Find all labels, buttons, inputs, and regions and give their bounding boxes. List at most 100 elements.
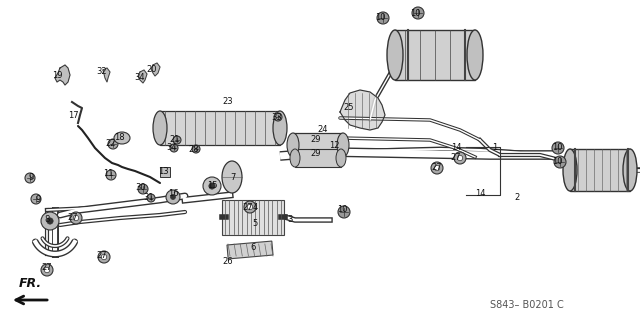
Circle shape [435,165,440,171]
Circle shape [192,145,200,153]
Ellipse shape [467,30,483,80]
Circle shape [209,183,215,189]
Ellipse shape [290,149,300,167]
Ellipse shape [273,111,287,145]
Text: 20: 20 [147,66,157,74]
Circle shape [244,201,256,213]
Text: 30: 30 [136,184,147,192]
Text: 27: 27 [243,203,253,211]
Bar [222,199,284,235]
Text: 10: 10 [552,144,563,152]
Circle shape [147,194,155,202]
Circle shape [554,156,566,168]
Text: 12: 12 [329,140,339,150]
Text: 10: 10 [337,205,348,215]
Circle shape [101,254,107,260]
Text: 6: 6 [250,243,256,253]
Circle shape [552,142,564,154]
Text: 5: 5 [252,218,258,228]
Text: 23: 23 [223,96,234,106]
Text: 11: 11 [103,169,113,178]
Text: 33: 33 [271,113,282,121]
Text: 22: 22 [106,139,116,148]
Circle shape [431,162,443,174]
Text: 29: 29 [311,148,321,158]
Text: 2: 2 [515,193,520,203]
Bar [295,149,341,167]
Ellipse shape [153,111,167,145]
Text: 19: 19 [52,70,62,80]
Text: 7: 7 [230,172,236,182]
Ellipse shape [337,133,349,157]
Bar [293,133,343,157]
Text: 27: 27 [432,164,442,172]
Circle shape [377,12,389,24]
Circle shape [106,170,116,180]
Text: 27: 27 [68,214,78,223]
Circle shape [458,155,463,161]
Circle shape [47,218,53,224]
Text: 27: 27 [42,263,52,273]
Bar [227,241,273,259]
Text: 34: 34 [166,144,177,152]
Circle shape [247,204,253,210]
Text: 26: 26 [223,257,234,267]
Circle shape [173,136,181,144]
Polygon shape [138,70,147,83]
Text: 14: 14 [475,190,485,198]
Circle shape [25,173,35,183]
Text: 13: 13 [157,167,168,177]
Text: 25: 25 [344,103,355,113]
Bar [160,167,170,177]
Polygon shape [151,63,160,76]
Polygon shape [340,90,385,130]
Text: 14: 14 [451,143,461,152]
Circle shape [454,152,466,164]
Text: 15: 15 [207,182,217,191]
Circle shape [41,264,53,276]
Text: 8: 8 [44,216,50,224]
Text: 9: 9 [35,195,40,204]
Ellipse shape [222,161,242,193]
Circle shape [98,251,110,263]
Text: 28: 28 [189,145,199,153]
Circle shape [203,177,221,195]
Circle shape [170,144,178,152]
Text: 27: 27 [97,250,108,260]
Text: 10: 10 [552,158,563,166]
Text: 16: 16 [168,189,179,197]
Text: FR.: FR. [19,277,42,290]
Bar [160,111,280,145]
Circle shape [170,195,175,199]
Circle shape [44,267,50,273]
Text: 18: 18 [114,133,124,143]
Circle shape [138,184,148,194]
Text: 10: 10 [375,14,385,23]
Circle shape [41,212,59,230]
Text: 3: 3 [287,216,292,224]
Text: 1: 1 [492,144,498,152]
Circle shape [166,190,180,204]
Ellipse shape [387,30,403,80]
Text: 10: 10 [410,9,420,17]
Bar [570,149,630,191]
Text: 27: 27 [451,153,461,163]
Ellipse shape [114,132,130,144]
Circle shape [31,194,41,204]
Text: 29: 29 [311,134,321,144]
Text: 32: 32 [97,68,108,76]
Ellipse shape [287,133,299,157]
Ellipse shape [623,149,637,191]
Circle shape [70,212,82,224]
Text: 9: 9 [28,173,34,183]
Text: 21: 21 [170,134,180,144]
Text: 17: 17 [68,111,78,120]
Text: 24: 24 [317,126,328,134]
Text: 34: 34 [134,74,145,82]
Circle shape [338,206,350,218]
Ellipse shape [336,149,346,167]
Circle shape [412,7,424,19]
Text: 4: 4 [252,203,258,211]
Circle shape [108,139,118,149]
Bar [395,30,475,80]
